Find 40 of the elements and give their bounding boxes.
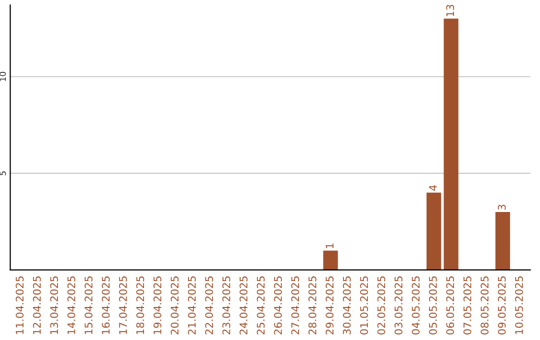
x-tick-label: 20.04.2025: [170, 276, 179, 334]
y-tick-label: 10: [0, 72, 6, 82]
bar: [495, 212, 510, 270]
x-tick-label: 13.04.2025: [50, 276, 58, 334]
x-tick-label: 19.04.2025: [153, 276, 162, 334]
x-tick-label: 08.05.2025: [480, 276, 489, 334]
data-label: 3: [498, 204, 506, 210]
x-tick-label: 02.05.2025: [377, 276, 386, 334]
x-tick-label: 23.04.2025: [222, 276, 230, 334]
bar: [426, 192, 442, 270]
x-tick-label: 28.04.2025: [308, 276, 316, 334]
x-tick-label: 26.04.2025: [274, 276, 282, 334]
bar: [323, 250, 338, 270]
x-tick-label: 25.04.2025: [256, 276, 265, 334]
x-tick-label: 09.05.2025: [498, 276, 506, 334]
x-tick-label: 01.05.2025: [360, 276, 368, 334]
x-tick-label: 27.04.2025: [291, 276, 300, 334]
x-tick-label: 12.04.2025: [32, 276, 41, 334]
x-tick-label: 14.04.2025: [67, 276, 76, 334]
x-tick-label: 17.04.2025: [119, 276, 127, 334]
x-tick-label: 15.04.2025: [84, 276, 92, 334]
x-tick-label: 07.05.2025: [463, 276, 472, 334]
x-tick-label: 04.05.2025: [412, 276, 420, 334]
x-tick-label: 11.04.2025: [16, 276, 24, 334]
x-tick-label: 05.05.2025: [428, 276, 437, 334]
x-tick-label: 29.04.2025: [326, 276, 334, 334]
x-tick-label: 18.04.2025: [136, 276, 144, 334]
x-tick-label: 10.05.2025: [515, 276, 523, 334]
x-tick-label: 21.04.2025: [188, 276, 196, 334]
x-tick-label: 16.04.2025: [102, 276, 110, 334]
x-tick-label: 22.04.2025: [205, 276, 214, 334]
data-label: 4: [429, 185, 437, 191]
y-tick-label: 5: [0, 171, 6, 176]
x-tick-label: 24.04.2025: [240, 276, 248, 334]
x-tick-label: 30.04.2025: [342, 276, 351, 334]
data-label: 1: [326, 244, 334, 248]
x-tick-label: 03.05.2025: [394, 276, 402, 334]
bar: [444, 18, 458, 270]
data-label: 13: [446, 4, 454, 16]
x-tick-label: 06.05.2025: [446, 276, 454, 334]
